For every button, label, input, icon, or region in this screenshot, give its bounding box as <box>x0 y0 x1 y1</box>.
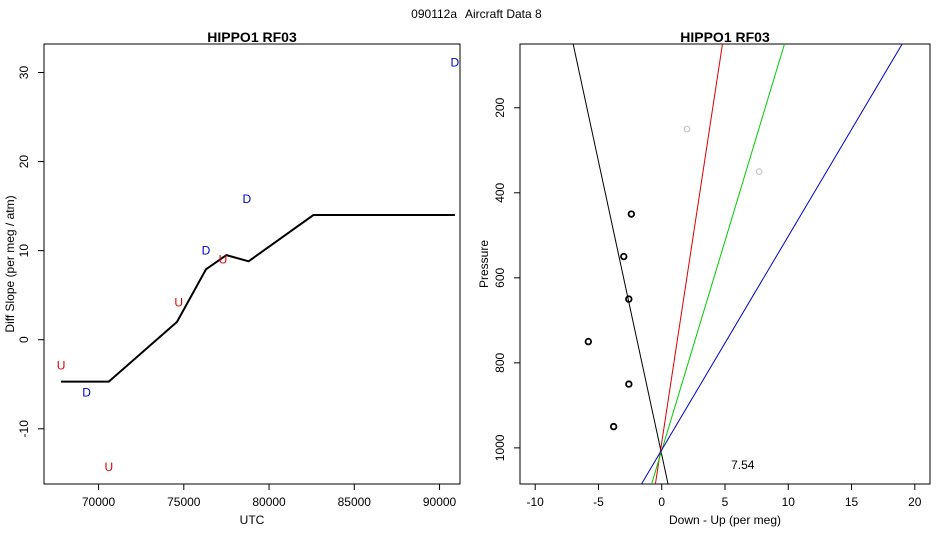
right-x-tick-label: 20 <box>908 495 922 509</box>
left-y-tick-label: 10 <box>17 244 31 258</box>
data-point-grey <box>755 168 763 175</box>
right-x-tick-label: 5 <box>722 495 729 509</box>
left-title: HIPPO1 RF03 <box>207 29 297 45</box>
left-panel-diff-slope: HIPPO1 RF03 70000 75000 80000 85000 90000 -10 0… <box>3 29 461 527</box>
left-y-tick-label: 0 <box>17 336 31 343</box>
left-plot-frame <box>43 43 461 485</box>
marker-u: U <box>219 253 228 267</box>
right-y-tick-label: 400 <box>493 182 507 202</box>
marker-u: U <box>104 460 113 474</box>
right-y-tick-label: 200 <box>493 97 507 117</box>
right-y-tick-label: 1000 <box>493 434 507 461</box>
right-x-tick-label: -5 <box>593 495 604 509</box>
right-y-tick-label: 600 <box>493 267 507 287</box>
left-plot-area <box>61 214 455 383</box>
left-x-tick-label: 85000 <box>338 495 372 509</box>
fit-line <box>641 44 903 484</box>
data-point <box>625 380 633 388</box>
right-x-tick-label: 15 <box>845 495 859 509</box>
left-y-tick-label: 30 <box>17 66 31 80</box>
marker-u: U <box>174 295 183 309</box>
right-y-tick-label: 800 <box>493 353 507 373</box>
left-x-tick-label: 75000 <box>167 495 201 509</box>
right-x-tick-label: -10 <box>527 495 545 509</box>
left-x-tick-label: 70000 <box>82 495 116 509</box>
left-x-axis-label: UTC <box>240 513 265 527</box>
data-point <box>584 337 593 346</box>
right-y-axis-label: Pressure <box>477 240 491 288</box>
marker-d: D <box>82 385 91 399</box>
left-x-tick-label: 90000 <box>423 495 457 509</box>
right-x-tick-label: 0 <box>658 495 665 509</box>
data-point <box>627 210 636 218</box>
data-point <box>609 422 618 431</box>
left-y-tick-label: 20 <box>17 155 31 169</box>
data-point <box>620 252 628 261</box>
marker-d: D <box>243 192 252 206</box>
left-x-tick-label: 80000 <box>252 495 286 509</box>
fit-line <box>651 44 785 484</box>
figure-header-title: Aircraft Data 8 <box>465 7 542 21</box>
right-x-tick-label: 10 <box>782 495 796 509</box>
data-point-grey <box>683 125 691 133</box>
marker-d: D <box>202 244 211 258</box>
data-point <box>625 295 633 303</box>
marker-d: D <box>451 56 460 70</box>
marker-u: U <box>57 359 66 373</box>
slope-annotation: 7.54 <box>731 458 755 472</box>
right-plot-frame <box>519 43 931 485</box>
diff-slope-line <box>61 214 455 383</box>
fit-line <box>654 44 723 484</box>
right-title: HIPPO1 RF03 <box>680 29 770 45</box>
right-plot-area <box>572 44 903 484</box>
fit-line <box>572 44 669 484</box>
left-y-tick-label: -10 <box>17 420 31 438</box>
left-y-axis-label: Diff Slope (per meg / atm) <box>3 195 17 332</box>
right-x-axis-label: Down - Up (per meg) <box>669 513 781 527</box>
figure-header-code: 090112a <box>411 7 457 21</box>
right-panel-pressure-profile: HIPPO1 RF03 -10 -5 0 5 10 15 20 200 400 600 800 1000… <box>477 29 931 527</box>
